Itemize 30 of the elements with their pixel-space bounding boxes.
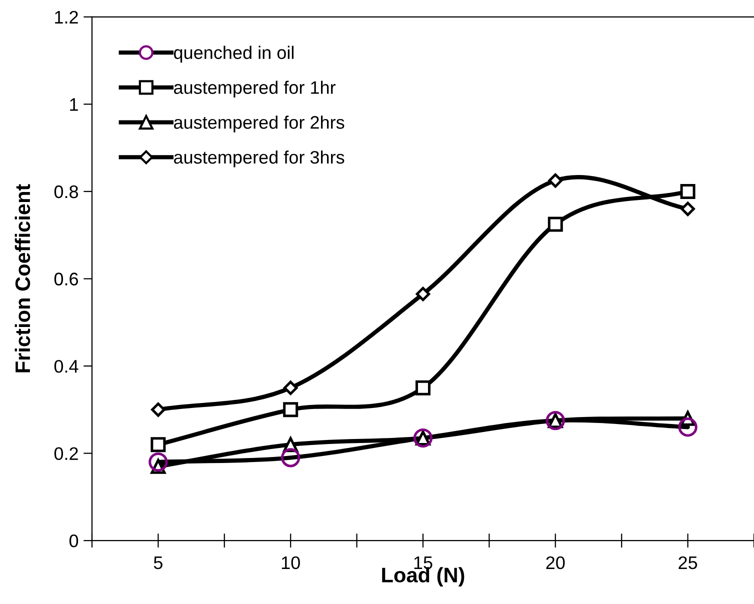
x-tick-label: 25 bbox=[678, 556, 698, 570]
point bbox=[148, 452, 168, 472]
y-tick-label: 0.8 bbox=[54, 185, 78, 198]
point bbox=[416, 286, 430, 302]
y-tick-label: 0.4 bbox=[54, 360, 78, 373]
legend-label: austempered for 2hrs bbox=[174, 116, 344, 132]
point bbox=[548, 173, 563, 188]
point bbox=[678, 418, 698, 437]
point bbox=[548, 216, 563, 232]
point bbox=[150, 437, 166, 452]
point bbox=[283, 380, 298, 395]
point bbox=[283, 402, 298, 418]
point bbox=[281, 448, 300, 468]
y-tick-label: 1.2 bbox=[55, 10, 78, 24]
x-tick-label: 15 bbox=[414, 556, 432, 570]
y-tick-label: 0 bbox=[69, 534, 78, 548]
y-tick-label: 0.2 bbox=[54, 447, 78, 460]
x-tick-label: 20 bbox=[546, 556, 565, 570]
point bbox=[415, 380, 430, 396]
point bbox=[680, 184, 696, 199]
x-tick-label: 5 bbox=[154, 556, 162, 570]
y-tick-label: 1 bbox=[70, 98, 78, 111]
point bbox=[680, 202, 695, 216]
y-axis-title: Friction Coefficient bbox=[14, 184, 30, 372]
legend-label: quenched in oil bbox=[174, 46, 294, 63]
y-tick-label: 0.6 bbox=[54, 272, 78, 286]
point bbox=[151, 402, 166, 417]
x-tick-label: 10 bbox=[282, 556, 300, 570]
legend-label: austempered for 1hr bbox=[174, 80, 336, 98]
legend-label: austempered for 3hrs bbox=[174, 150, 344, 168]
